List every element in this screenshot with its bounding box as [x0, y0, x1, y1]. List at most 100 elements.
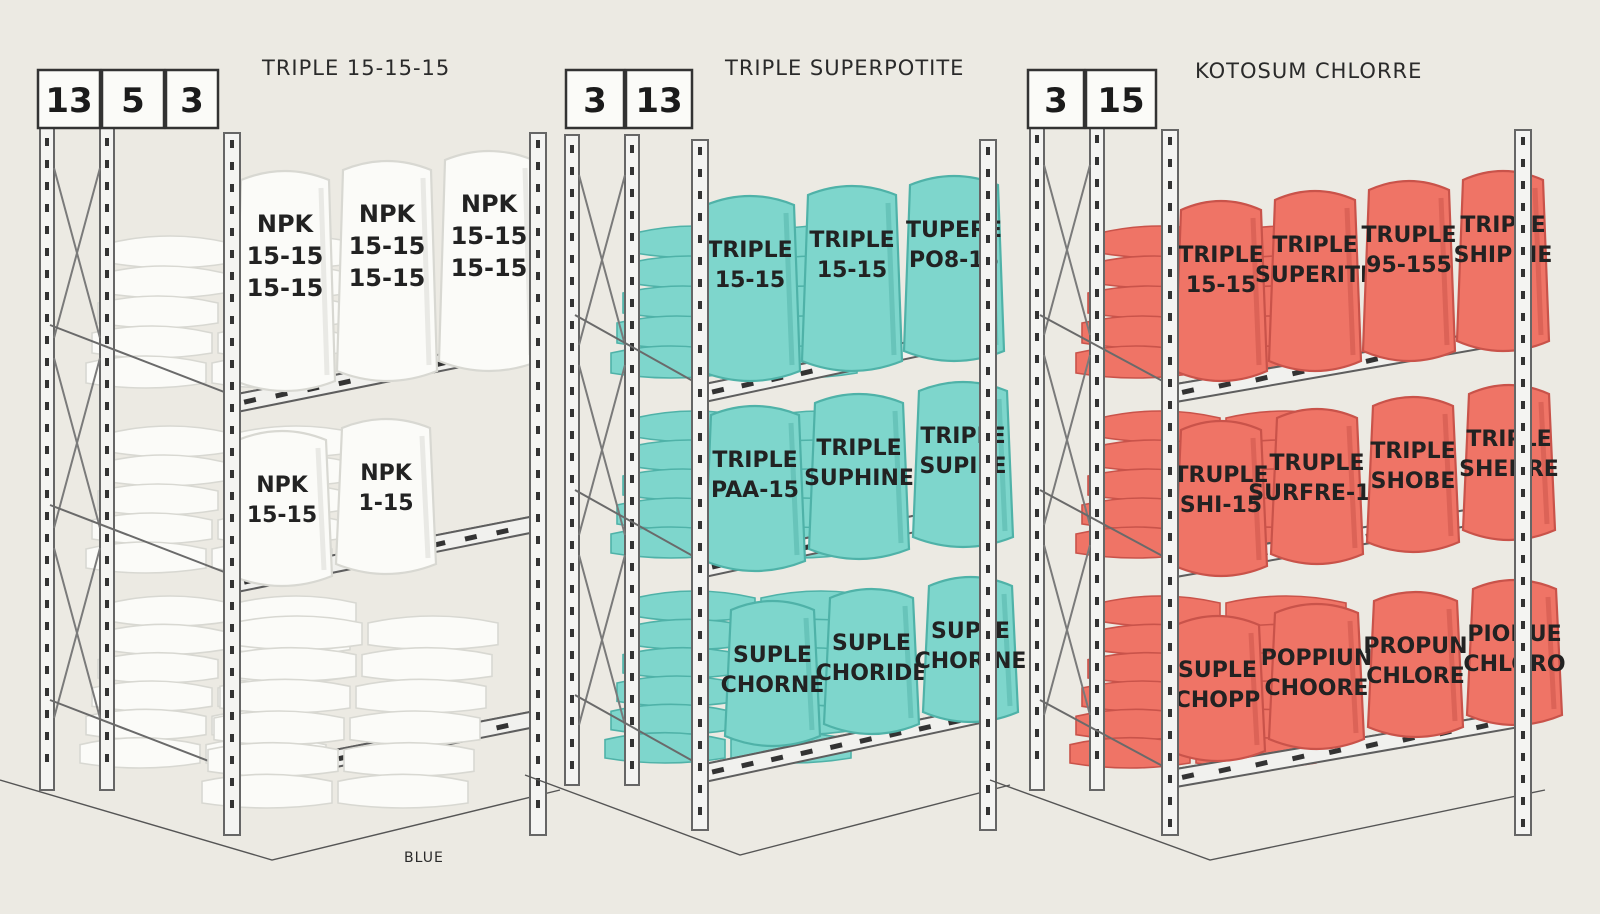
- beam-slot: [918, 724, 932, 732]
- bag-body: [822, 587, 921, 736]
- bag-label-text: POPPIUN: [1261, 646, 1373, 671]
- post-hole: [230, 228, 234, 236]
- bag-label-text: TRUPLE: [1174, 463, 1269, 488]
- post-hole: [986, 411, 990, 419]
- post-hole: [986, 807, 990, 815]
- post-hole: [1521, 753, 1525, 761]
- post-hole: [630, 189, 634, 197]
- bag-label-text: SUPERITE: [1255, 263, 1375, 288]
- post-hole: [45, 578, 49, 586]
- post-hole: [230, 206, 234, 214]
- bag-label-text: 15-15: [349, 232, 426, 260]
- post-hole: [536, 272, 540, 280]
- stacked-bag: [343, 741, 475, 778]
- post-hole: [230, 360, 234, 368]
- post-hole: [570, 189, 574, 197]
- post-hole: [1168, 357, 1172, 365]
- post-hole: [630, 387, 634, 395]
- post-hole: [1168, 731, 1172, 739]
- bag-body: [1168, 614, 1267, 763]
- bag-shading: [1250, 437, 1262, 561]
- post-hole: [1095, 201, 1099, 209]
- post-hole: [698, 389, 702, 397]
- post-hole: [986, 741, 990, 749]
- post-hole: [230, 426, 234, 434]
- post-hole: [986, 477, 990, 485]
- post-hole: [698, 455, 702, 463]
- post-hole: [630, 431, 634, 439]
- post-hole: [630, 541, 634, 549]
- post-hole: [230, 382, 234, 390]
- post-hole: [536, 250, 540, 258]
- bag-label-text: TRIPLE: [1272, 233, 1357, 258]
- post-hole: [536, 294, 540, 302]
- post-hole: [1095, 245, 1099, 253]
- stacked-bag: [225, 646, 357, 683]
- post-hole: [1168, 137, 1172, 145]
- post-hole: [1521, 555, 1525, 563]
- post-hole: [630, 365, 634, 373]
- post-hole: [105, 160, 109, 168]
- post-hole: [1095, 443, 1099, 451]
- bag-label-text: SUPLE: [832, 631, 911, 656]
- post-hole: [698, 653, 702, 661]
- beam-slot: [1255, 374, 1268, 383]
- post-hole: [45, 292, 49, 300]
- post-hole: [570, 365, 574, 373]
- post-hole: [230, 646, 234, 654]
- post-hole: [698, 719, 702, 727]
- post-hole: [1168, 379, 1172, 387]
- post-hole: [986, 323, 990, 331]
- beam-slot: [829, 742, 843, 750]
- post-hole: [986, 697, 990, 705]
- post-hole: [105, 578, 109, 586]
- post-hole: [45, 182, 49, 190]
- bag-label-text: TRIPLE: [1370, 439, 1455, 464]
- post-hole: [105, 688, 109, 696]
- post-hole: [105, 666, 109, 674]
- post-hole: [1095, 157, 1099, 165]
- post-hole: [698, 807, 702, 815]
- post-hole: [105, 622, 109, 630]
- post-hole: [630, 211, 634, 219]
- post-hole: [1168, 313, 1172, 321]
- bag-label-text: 15-15: [451, 254, 528, 282]
- post-hole: [698, 367, 702, 375]
- bag-label-text: 15-15: [715, 268, 785, 293]
- beam-slot: [464, 533, 478, 542]
- post-hole: [45, 600, 49, 608]
- beam-slot: [338, 378, 352, 387]
- bag-top-front: TRIPLE SHIPRIE: [1454, 169, 1552, 353]
- bag-body: [233, 169, 337, 393]
- bag-body: [1173, 199, 1269, 383]
- post-hole: [986, 389, 990, 397]
- post-hole: [698, 609, 702, 617]
- post-hole: [105, 270, 109, 278]
- post-hole: [1521, 247, 1525, 255]
- rack-number-text: 3: [180, 81, 204, 121]
- post-hole: [1521, 511, 1525, 519]
- post-hole: [986, 345, 990, 353]
- stacked-bag: [201, 773, 333, 809]
- post-hole: [1521, 797, 1525, 805]
- post-hole: [536, 624, 540, 632]
- post-hole: [570, 739, 574, 747]
- post-hole: [105, 314, 109, 322]
- post-hole: [105, 358, 109, 366]
- post-hole: [698, 697, 702, 705]
- post-hole: [1521, 775, 1525, 783]
- bag-label-text: CHORIDE: [816, 661, 928, 686]
- post-hole: [45, 138, 49, 146]
- rack-number-text: 15: [1097, 81, 1144, 121]
- post-hole: [536, 206, 540, 214]
- post-hole: [230, 404, 234, 412]
- post-hole: [630, 497, 634, 505]
- post-hole: [570, 563, 574, 571]
- post-hole: [630, 695, 634, 703]
- cross-brace: [53, 357, 101, 529]
- post-hole: [1095, 729, 1099, 737]
- beam-slot: [1365, 741, 1379, 749]
- post-hole: [630, 233, 634, 241]
- post-hole: [630, 255, 634, 263]
- bag-body: [1267, 602, 1366, 751]
